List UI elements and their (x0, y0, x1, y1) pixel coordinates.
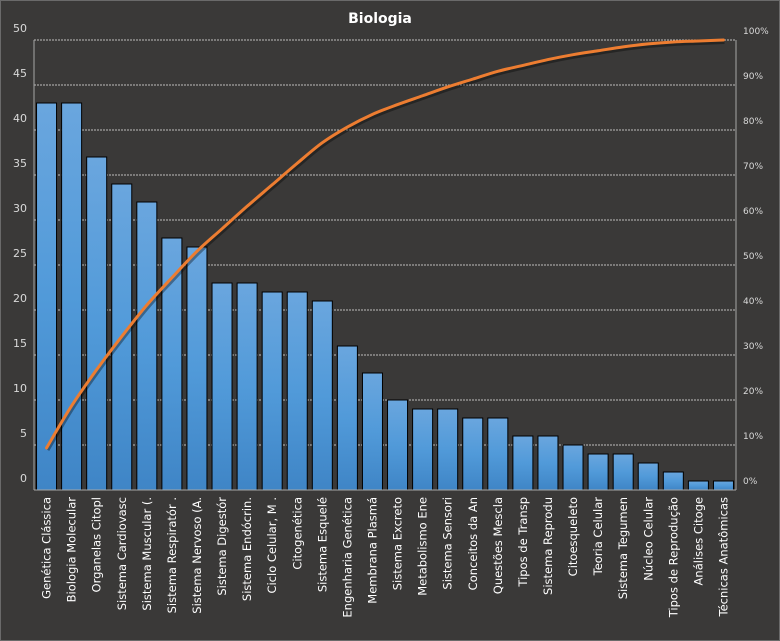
cumulative-percent-line (45, 38, 725, 450)
x-tick-label: Citogenética (290, 497, 304, 570)
y2-tick-label: 100% (743, 27, 769, 37)
bar (487, 417, 509, 491)
bar (361, 372, 383, 491)
y-tick-label: 20 (13, 292, 27, 305)
x-tick-label: Análises Citoge (691, 497, 705, 585)
y-tick-label: 0 (20, 472, 27, 485)
x-tick-label: Membrana Plasmá (365, 497, 379, 604)
y2-tick-label: 70% (743, 162, 763, 172)
bar (712, 480, 734, 491)
y-tick-label: 5 (20, 427, 27, 440)
y2-tick-label: 90% (743, 72, 763, 82)
y2-tick-label: 10% (743, 432, 763, 442)
bar (387, 399, 409, 491)
bar (61, 102, 83, 491)
bar (136, 201, 158, 491)
bar (537, 435, 559, 491)
bar (562, 444, 584, 491)
cumulative-line-shadow (45, 40, 725, 451)
y2-tick-label: 80% (743, 117, 763, 127)
y-tick-label: 45 (13, 67, 27, 80)
x-tick-label: Núcleo Celular (641, 497, 655, 581)
x-tick-label: Sistema Tegumen (616, 497, 630, 599)
x-tick-label: Sistema Reprodu (541, 497, 555, 595)
y-tick-label: 10 (13, 382, 27, 395)
x-tick-label: Metabolismo Ene (416, 497, 430, 596)
y2-tick-label: 0% (743, 477, 758, 487)
x-tick-label: Tipos de Transp (516, 497, 530, 588)
x-tick-label: Sistema Respiratór . (165, 497, 179, 613)
x-tick-label: Teoria Celular (591, 497, 605, 577)
bar (662, 471, 684, 491)
x-tick-label: Sistema Endócrin. (240, 497, 254, 601)
bar (211, 282, 233, 491)
x-tick-label: Sistema Excreto (391, 497, 405, 590)
bar (286, 291, 308, 491)
y2-tick-label: 50% (743, 252, 763, 262)
x-tick-label: Citoesqueleto (566, 497, 580, 576)
bar (512, 435, 534, 491)
x-tick-label: Engenharia Genética (340, 497, 354, 618)
bar (462, 417, 484, 491)
x-tick-label: Sistema Digestór (215, 497, 229, 596)
bar (311, 300, 333, 491)
bar (336, 345, 358, 491)
x-tick-label: Sistema Sensori (441, 497, 455, 590)
y-tick-label: 40 (13, 112, 27, 125)
bar (36, 102, 58, 491)
x-tick-label: Tipos de Reprodução (666, 497, 680, 618)
y-tick-label: 25 (13, 247, 27, 260)
y-tick-label: 50 (13, 22, 27, 35)
x-tick-label: Organelas Citopl (90, 497, 104, 592)
y2-tick-label: 20% (743, 387, 763, 397)
x-tick-label: Biologia Molecular (65, 497, 79, 603)
bar (236, 282, 258, 491)
y-tick-label: 35 (13, 157, 27, 170)
bar (412, 408, 434, 491)
y2-tick-label: 40% (743, 297, 763, 307)
y2-tick-label: 30% (743, 342, 763, 352)
x-tick-label: Conceitos da An (466, 497, 480, 590)
y2-tick-label: 60% (743, 207, 763, 217)
bar (612, 453, 634, 491)
bar (261, 291, 283, 491)
x-tick-label: Técnicas Anatômicas (716, 497, 730, 617)
bar (186, 246, 208, 491)
bar (86, 156, 108, 491)
bar (637, 462, 659, 491)
x-tick-label: Sistema Cardiovasc (115, 497, 129, 610)
x-tick-label: Genética Clássica (40, 497, 54, 599)
y-tick-label: 15 (13, 337, 27, 350)
bar (687, 480, 709, 491)
x-tick-label: Sistema Nervoso (A. (190, 497, 204, 614)
x-tick-label: Ciclo Celular, M . (265, 497, 279, 594)
y-tick-label: 30 (13, 202, 27, 215)
x-tick-label: Sistema Esquelé (315, 497, 329, 592)
x-tick-label: Sistema Muscular (. (140, 497, 154, 611)
chart-title: Biologia (348, 11, 412, 27)
bar (437, 408, 459, 491)
x-tick-label: Questões Mescla (491, 497, 505, 594)
bar (587, 453, 609, 491)
